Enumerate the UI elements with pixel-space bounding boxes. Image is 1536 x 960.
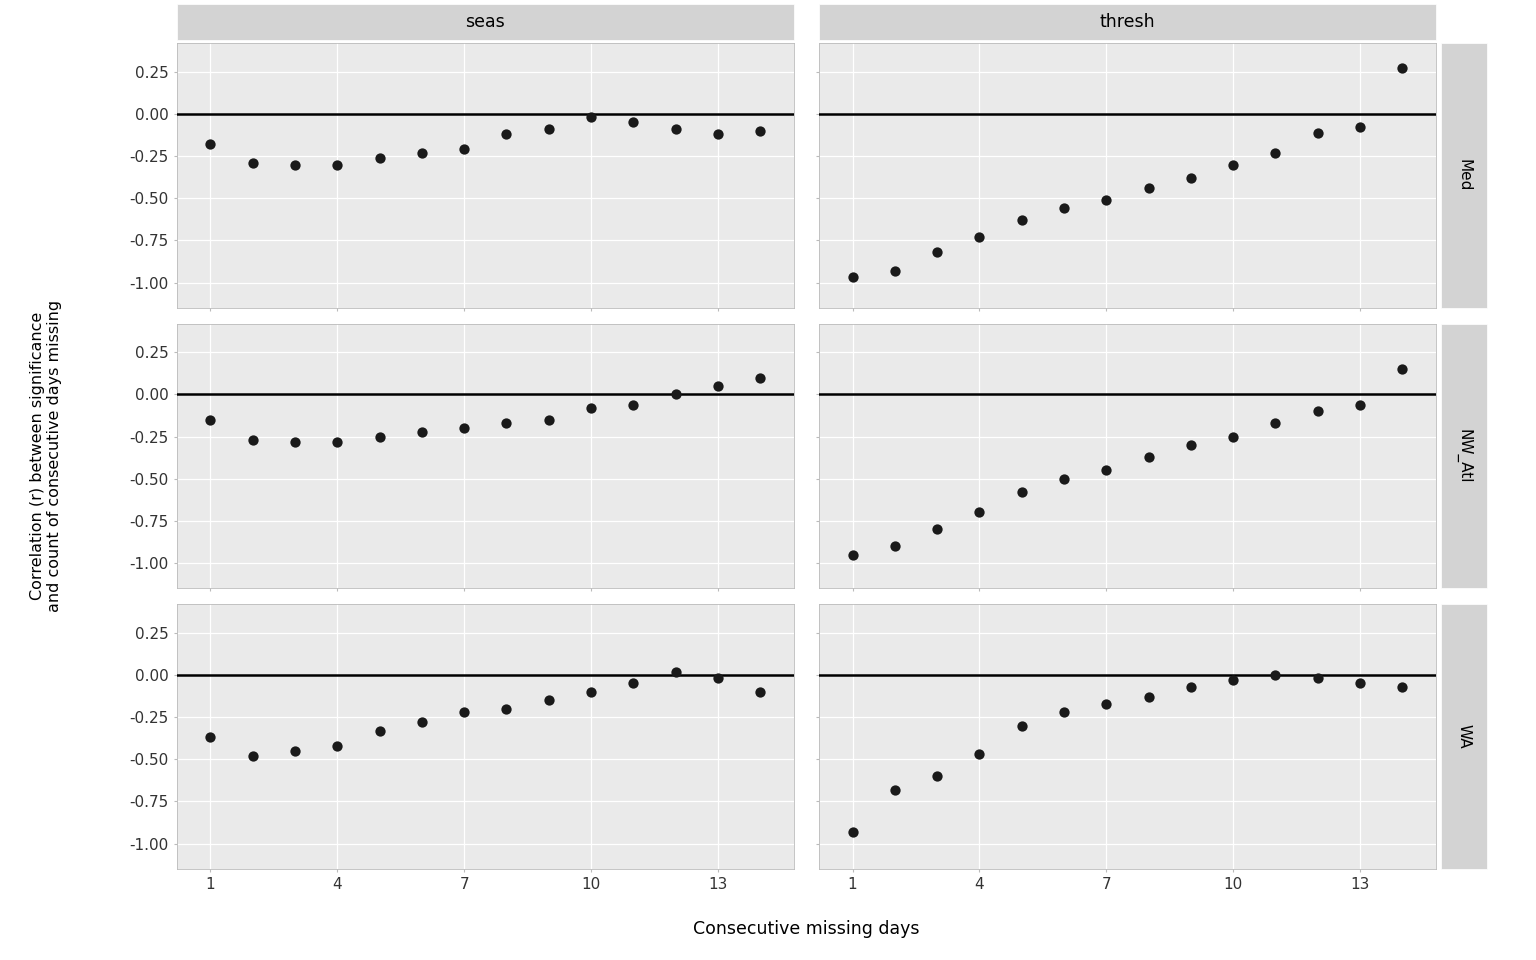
Point bbox=[198, 136, 223, 152]
Point bbox=[968, 747, 992, 762]
Point bbox=[1137, 689, 1161, 705]
Text: seas: seas bbox=[465, 13, 505, 31]
Point bbox=[925, 245, 949, 260]
Point bbox=[1263, 667, 1287, 683]
Text: Consecutive missing days: Consecutive missing days bbox=[693, 921, 920, 938]
Point bbox=[883, 539, 908, 554]
Point bbox=[452, 705, 476, 720]
Point bbox=[326, 434, 350, 449]
Point bbox=[1052, 201, 1077, 216]
Point bbox=[1094, 192, 1118, 207]
Point bbox=[705, 671, 730, 686]
Point bbox=[241, 156, 266, 171]
Point bbox=[367, 150, 392, 165]
Point bbox=[883, 263, 908, 278]
Point bbox=[452, 142, 476, 157]
Point bbox=[748, 684, 773, 700]
Point bbox=[664, 122, 688, 137]
Point bbox=[1390, 362, 1415, 377]
Point bbox=[1221, 156, 1246, 172]
Point bbox=[410, 424, 435, 440]
Point bbox=[1137, 180, 1161, 196]
Point bbox=[840, 547, 865, 563]
Point bbox=[579, 109, 604, 125]
Point bbox=[1221, 429, 1246, 444]
Text: WA: WA bbox=[1456, 724, 1471, 749]
Point bbox=[664, 387, 688, 402]
Point bbox=[968, 505, 992, 520]
Text: NW_Atl: NW_Atl bbox=[1456, 429, 1471, 483]
Point bbox=[1094, 696, 1118, 711]
Point bbox=[1178, 438, 1203, 453]
Point bbox=[410, 145, 435, 160]
Point bbox=[1052, 705, 1077, 720]
Text: Correlation (r) between significance
and count of consecutive days missing: Correlation (r) between significance and… bbox=[29, 300, 63, 612]
Point bbox=[1009, 485, 1034, 500]
Point bbox=[1263, 145, 1287, 160]
Point bbox=[840, 824, 865, 839]
Point bbox=[1390, 679, 1415, 694]
Point bbox=[748, 123, 773, 138]
Point bbox=[840, 270, 865, 285]
Point bbox=[925, 521, 949, 537]
Point bbox=[495, 701, 519, 716]
Point bbox=[621, 115, 645, 131]
Point bbox=[925, 768, 949, 783]
Point bbox=[1052, 471, 1077, 487]
Point bbox=[1347, 396, 1372, 412]
Point bbox=[1009, 212, 1034, 228]
Point bbox=[621, 396, 645, 412]
Point bbox=[579, 400, 604, 416]
Point bbox=[326, 156, 350, 172]
Point bbox=[198, 730, 223, 745]
Point bbox=[705, 378, 730, 394]
Point bbox=[1178, 170, 1203, 185]
Point bbox=[1306, 403, 1330, 419]
Point bbox=[1009, 718, 1034, 733]
Point bbox=[241, 432, 266, 447]
Point bbox=[705, 127, 730, 142]
Point bbox=[579, 684, 604, 700]
Point bbox=[452, 420, 476, 436]
Point bbox=[495, 416, 519, 431]
Point bbox=[748, 370, 773, 385]
Text: thresh: thresh bbox=[1100, 13, 1155, 31]
Point bbox=[495, 127, 519, 142]
Point bbox=[1306, 125, 1330, 140]
Point bbox=[367, 429, 392, 444]
Point bbox=[536, 692, 561, 708]
Point bbox=[367, 723, 392, 738]
Point bbox=[1390, 60, 1415, 76]
Point bbox=[198, 412, 223, 427]
Point bbox=[1221, 672, 1246, 687]
Point bbox=[536, 122, 561, 137]
Point bbox=[1178, 679, 1203, 694]
Point bbox=[283, 743, 307, 758]
Point bbox=[536, 412, 561, 427]
Point bbox=[1094, 463, 1118, 478]
Point bbox=[1137, 449, 1161, 465]
Point bbox=[410, 714, 435, 730]
Point bbox=[283, 434, 307, 449]
Point bbox=[1263, 416, 1287, 431]
Point bbox=[621, 676, 645, 691]
Point bbox=[1347, 120, 1372, 135]
Point bbox=[326, 738, 350, 754]
Point bbox=[968, 229, 992, 245]
Point bbox=[664, 664, 688, 680]
Point bbox=[883, 781, 908, 797]
Point bbox=[1347, 676, 1372, 691]
Point bbox=[283, 156, 307, 172]
Text: Med: Med bbox=[1456, 159, 1471, 192]
Point bbox=[241, 748, 266, 763]
Point bbox=[1306, 671, 1330, 686]
